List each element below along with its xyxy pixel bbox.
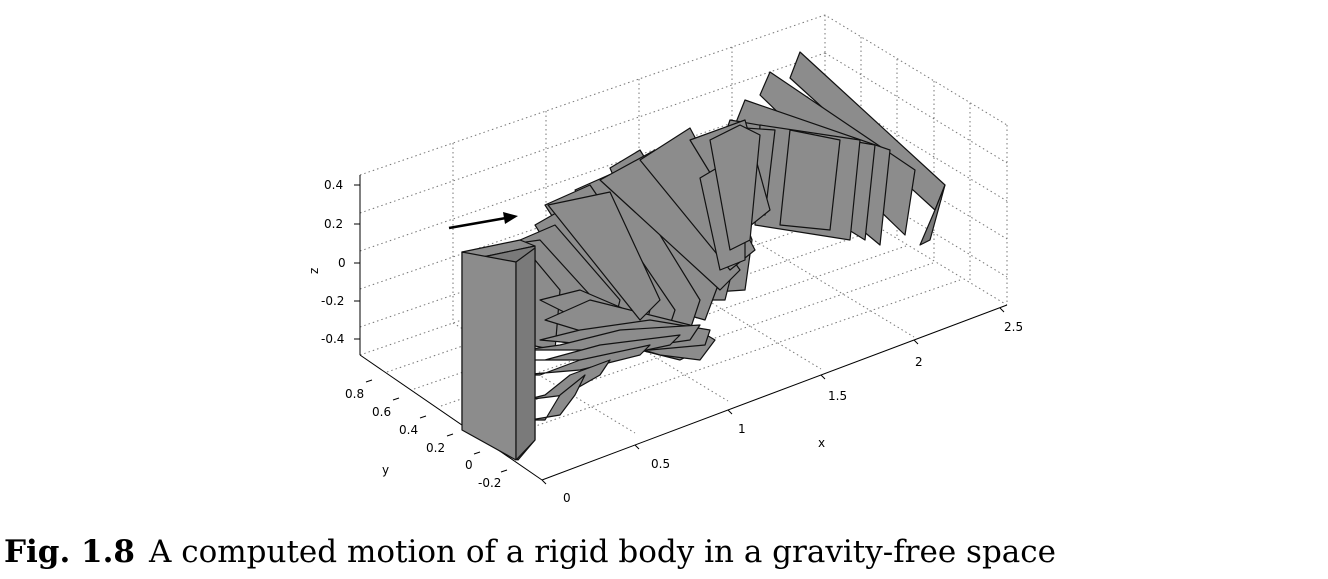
x-tick: 1.5 xyxy=(828,389,847,403)
arrow-icon xyxy=(448,212,518,230)
y-tick: 0.8 xyxy=(345,387,364,401)
y-tick: 0 xyxy=(465,458,473,472)
z-tick: 0 xyxy=(338,256,346,270)
x-tick: 2 xyxy=(915,355,923,369)
axes xyxy=(354,175,1008,485)
rigid-body-sequence xyxy=(461,51,946,461)
x-tick: 0.5 xyxy=(651,457,670,471)
figure-caption: Fig. 1.8 A computed motion of a rigid bod… xyxy=(4,534,1324,570)
z-tick: 0.4 xyxy=(324,178,343,192)
z-tick: -0.2 xyxy=(321,294,344,308)
x-tick-labels: 0 0.5 1 1.5 2 2.5 xyxy=(563,320,1023,505)
y-tick: 0.4 xyxy=(399,423,418,437)
plot-3d: 0.4 0.2 0 -0.2 -0.4 z 0.8 0.6 0.4 0.2 0 … xyxy=(307,14,1023,505)
y-tick: 0.6 xyxy=(372,405,391,419)
y-axis-label: y xyxy=(382,463,389,477)
z-tick: -0.4 xyxy=(321,332,344,346)
y-tick: -0.2 xyxy=(478,476,501,490)
x-tick: 1 xyxy=(738,422,746,436)
caption-label: Fig. 1.8 xyxy=(4,534,135,570)
x-tick: 0 xyxy=(563,491,571,505)
z-tick-labels: 0.4 0.2 0 -0.2 -0.4 xyxy=(321,178,346,346)
x-axis-label: x xyxy=(818,436,825,450)
y-tick: 0.2 xyxy=(426,441,445,455)
y-tick-labels: 0.8 0.6 0.4 0.2 0 -0.2 xyxy=(345,387,501,490)
z-axis-label: z xyxy=(307,268,321,274)
caption-text: A computed motion of a rigid body in a g… xyxy=(148,534,1056,570)
figure: 0.4 0.2 0 -0.2 -0.4 z 0.8 0.6 0.4 0.2 0 … xyxy=(307,14,1023,505)
z-tick: 0.2 xyxy=(324,217,343,231)
x-tick: 2.5 xyxy=(1004,320,1023,334)
